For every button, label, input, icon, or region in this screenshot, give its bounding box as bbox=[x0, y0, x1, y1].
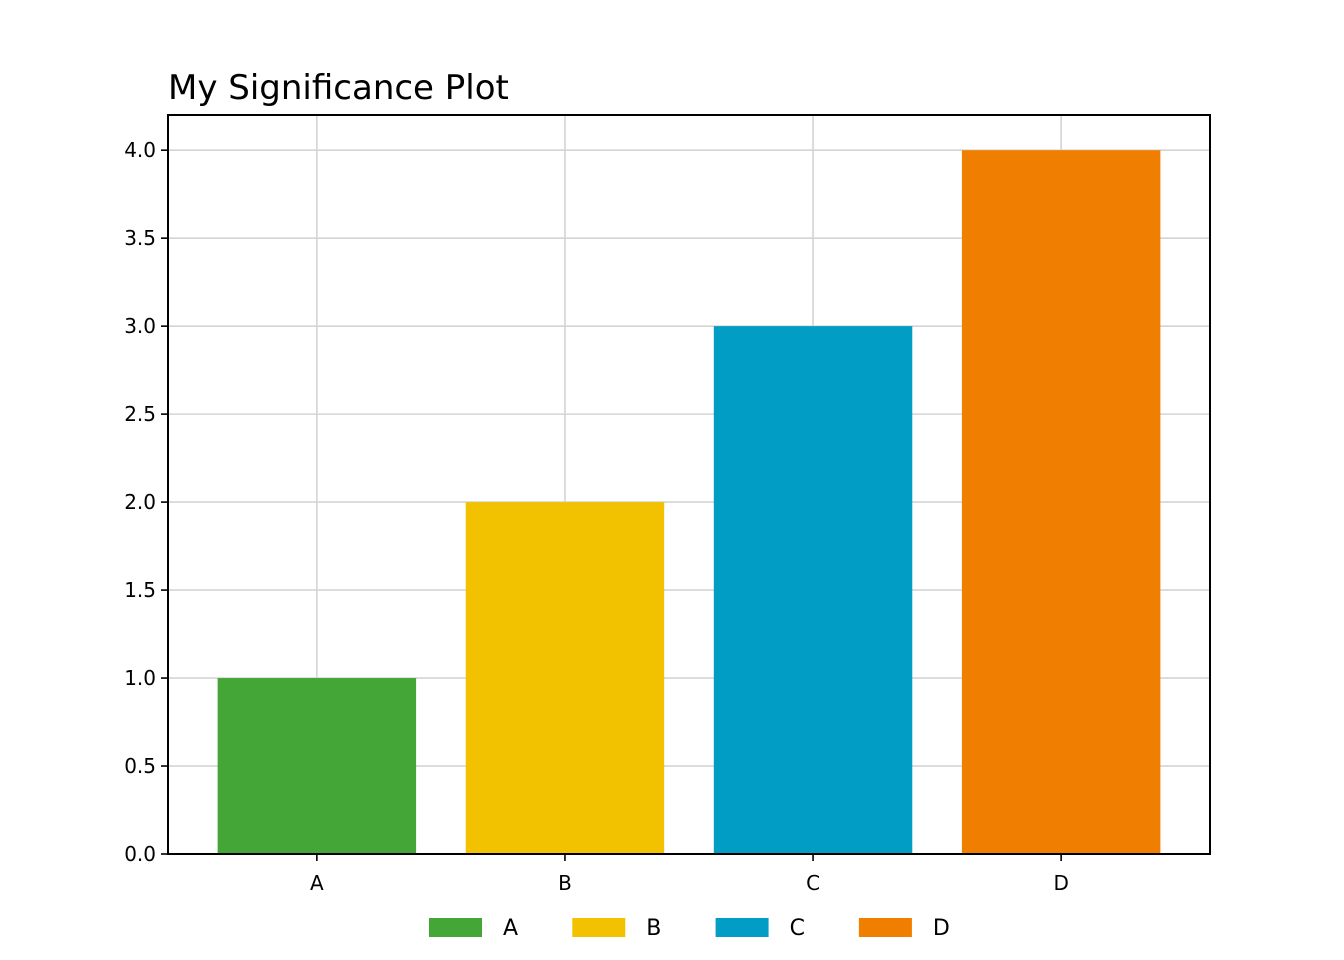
legend-swatch-a bbox=[429, 918, 482, 937]
y-tick-label: 3.0 bbox=[124, 314, 156, 338]
legend-label: B bbox=[646, 916, 661, 941]
ticks-layer: 0.0 0.5 1.0 1.5 2.0 2.5 3.0 3.5 4.0 A B C D bbox=[124, 138, 1069, 895]
x-tick-label: C bbox=[806, 871, 820, 895]
chart-title: My Significance Plot bbox=[168, 68, 509, 108]
legend-label: C bbox=[790, 916, 805, 941]
x-tick-label: B bbox=[558, 871, 572, 895]
legend-label: A bbox=[503, 916, 518, 941]
legend-swatch-b bbox=[572, 918, 626, 937]
y-tick-label: 0.0 bbox=[124, 842, 156, 866]
legend-swatch-d bbox=[858, 918, 912, 937]
x-tick-label: D bbox=[1053, 871, 1068, 895]
bar-a bbox=[217, 678, 417, 854]
bar-b bbox=[465, 502, 665, 854]
y-tick-label: 2.5 bbox=[124, 402, 156, 426]
y-tick-label: 3.5 bbox=[124, 226, 156, 250]
plot-area-frame bbox=[167, 114, 1211, 855]
bar-d bbox=[961, 150, 1161, 854]
y-tick-label: 4.0 bbox=[124, 138, 156, 162]
legend-swatch-c bbox=[715, 918, 769, 937]
y-tick-label: 0.5 bbox=[124, 754, 156, 778]
bar-c bbox=[713, 326, 913, 855]
legend: A B C D bbox=[429, 916, 950, 941]
x-tick-label: A bbox=[310, 871, 324, 895]
y-tick-label: 2.0 bbox=[124, 490, 156, 514]
y-tick-label: 1.0 bbox=[124, 666, 156, 690]
y-tick-label: 1.5 bbox=[124, 578, 156, 602]
bars-layer bbox=[217, 150, 1161, 855]
legend-label: D bbox=[933, 916, 950, 941]
